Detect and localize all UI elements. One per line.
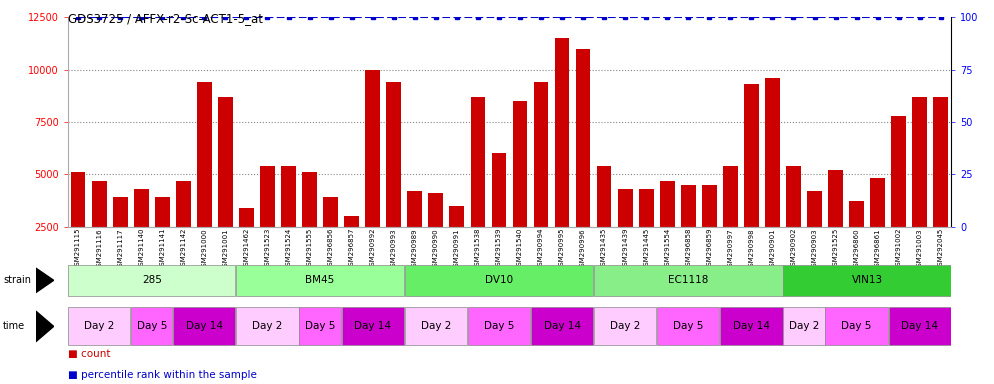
Bar bbox=[405, 307, 467, 346]
Text: Day 5: Day 5 bbox=[136, 321, 167, 331]
Bar bbox=[91, 180, 106, 227]
Text: Day 5: Day 5 bbox=[305, 321, 335, 331]
Text: VIN13: VIN13 bbox=[852, 275, 883, 285]
Bar bbox=[871, 179, 885, 227]
Text: BM45: BM45 bbox=[305, 275, 335, 285]
Bar bbox=[783, 265, 951, 296]
Text: Day 14: Day 14 bbox=[733, 321, 770, 331]
Bar bbox=[134, 189, 148, 227]
Text: Day 14: Day 14 bbox=[902, 321, 938, 331]
Bar bbox=[366, 70, 380, 227]
Text: Day 2: Day 2 bbox=[252, 321, 282, 331]
Bar bbox=[828, 170, 843, 227]
Bar bbox=[892, 116, 906, 227]
Text: ■ percentile rank within the sample: ■ percentile rank within the sample bbox=[68, 370, 256, 380]
Bar bbox=[807, 191, 822, 227]
Bar bbox=[405, 265, 593, 296]
Polygon shape bbox=[36, 268, 54, 293]
Bar bbox=[428, 193, 443, 227]
Bar bbox=[492, 153, 506, 227]
Bar bbox=[302, 172, 317, 227]
Bar bbox=[513, 101, 527, 227]
Bar bbox=[71, 172, 85, 227]
Bar bbox=[765, 78, 779, 227]
Bar bbox=[849, 202, 864, 227]
Bar bbox=[594, 265, 782, 296]
Bar bbox=[702, 185, 717, 227]
Bar bbox=[618, 189, 632, 227]
Bar bbox=[237, 307, 298, 346]
Bar bbox=[470, 97, 485, 227]
Text: ■ count: ■ count bbox=[68, 349, 110, 359]
Bar bbox=[681, 185, 696, 227]
Text: strain: strain bbox=[3, 275, 31, 285]
Text: GDS3725 / AFFX-r2-Sc-ACT1-5_at: GDS3725 / AFFX-r2-Sc-ACT1-5_at bbox=[68, 12, 262, 25]
Bar bbox=[344, 216, 359, 227]
Bar bbox=[639, 189, 653, 227]
Text: Day 5: Day 5 bbox=[673, 321, 704, 331]
Text: Day 2: Day 2 bbox=[610, 321, 640, 331]
Bar bbox=[260, 166, 274, 227]
Bar bbox=[783, 307, 825, 346]
Bar bbox=[660, 180, 675, 227]
Bar bbox=[299, 307, 341, 346]
Polygon shape bbox=[36, 311, 54, 342]
Bar bbox=[576, 49, 590, 227]
Bar bbox=[745, 84, 758, 227]
Text: Day 14: Day 14 bbox=[354, 321, 392, 331]
Text: Day 14: Day 14 bbox=[186, 321, 223, 331]
Bar bbox=[594, 307, 656, 346]
Text: EC1118: EC1118 bbox=[668, 275, 709, 285]
Bar bbox=[531, 307, 593, 346]
Text: Day 5: Day 5 bbox=[484, 321, 514, 331]
Bar bbox=[408, 191, 422, 227]
Bar bbox=[596, 166, 611, 227]
Text: Day 2: Day 2 bbox=[789, 321, 819, 331]
Bar bbox=[281, 166, 296, 227]
Bar bbox=[197, 82, 212, 227]
Bar bbox=[218, 97, 233, 227]
Bar bbox=[237, 265, 404, 296]
Text: Day 2: Day 2 bbox=[83, 321, 114, 331]
Text: 285: 285 bbox=[142, 275, 162, 285]
Bar bbox=[113, 197, 127, 227]
Bar bbox=[721, 307, 782, 346]
Bar bbox=[131, 307, 172, 346]
Bar bbox=[176, 180, 191, 227]
Bar bbox=[912, 97, 927, 227]
Bar bbox=[387, 82, 401, 227]
Bar bbox=[889, 307, 951, 346]
Bar bbox=[657, 307, 720, 346]
Bar bbox=[323, 197, 338, 227]
Bar bbox=[933, 97, 948, 227]
Bar bbox=[825, 307, 888, 346]
Bar bbox=[468, 307, 530, 346]
Bar bbox=[173, 307, 236, 346]
Bar bbox=[68, 307, 130, 346]
Bar bbox=[342, 307, 404, 346]
Bar bbox=[449, 206, 464, 227]
Bar bbox=[534, 82, 549, 227]
Text: Day 2: Day 2 bbox=[420, 321, 451, 331]
Text: DV10: DV10 bbox=[485, 275, 513, 285]
Bar bbox=[723, 166, 738, 227]
Text: Day 14: Day 14 bbox=[544, 321, 580, 331]
Bar bbox=[155, 197, 170, 227]
Text: Day 5: Day 5 bbox=[841, 321, 872, 331]
Bar bbox=[786, 166, 801, 227]
Bar bbox=[240, 208, 253, 227]
Bar bbox=[555, 38, 570, 227]
Bar bbox=[68, 265, 236, 296]
Text: time: time bbox=[3, 321, 25, 331]
